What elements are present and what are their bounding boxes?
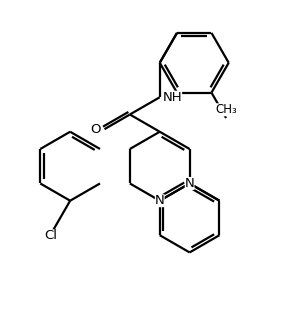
Text: N: N [185,177,194,190]
Text: Cl: Cl [45,229,58,242]
Text: N: N [155,194,165,207]
Text: CH₃: CH₃ [215,103,237,116]
Text: O: O [90,123,100,136]
Text: NH: NH [162,91,182,104]
